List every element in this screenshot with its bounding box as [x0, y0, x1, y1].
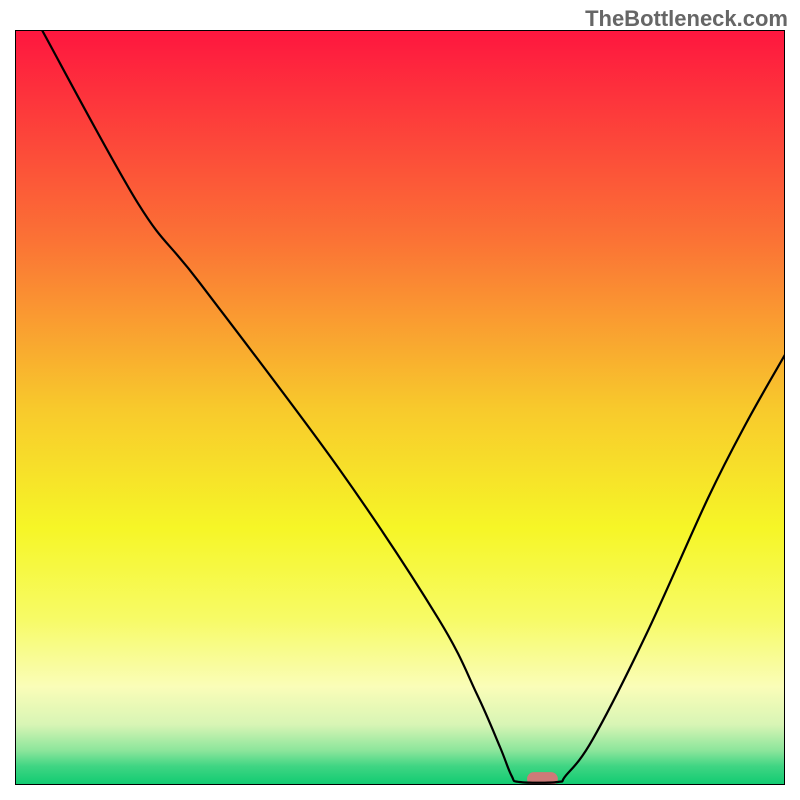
plot-area [15, 30, 785, 785]
watermark-text: TheBottleneck.com [585, 6, 788, 32]
chart-background [15, 30, 785, 785]
chart-container: TheBottleneck.com [0, 0, 800, 800]
bottleneck-chart [15, 30, 785, 785]
